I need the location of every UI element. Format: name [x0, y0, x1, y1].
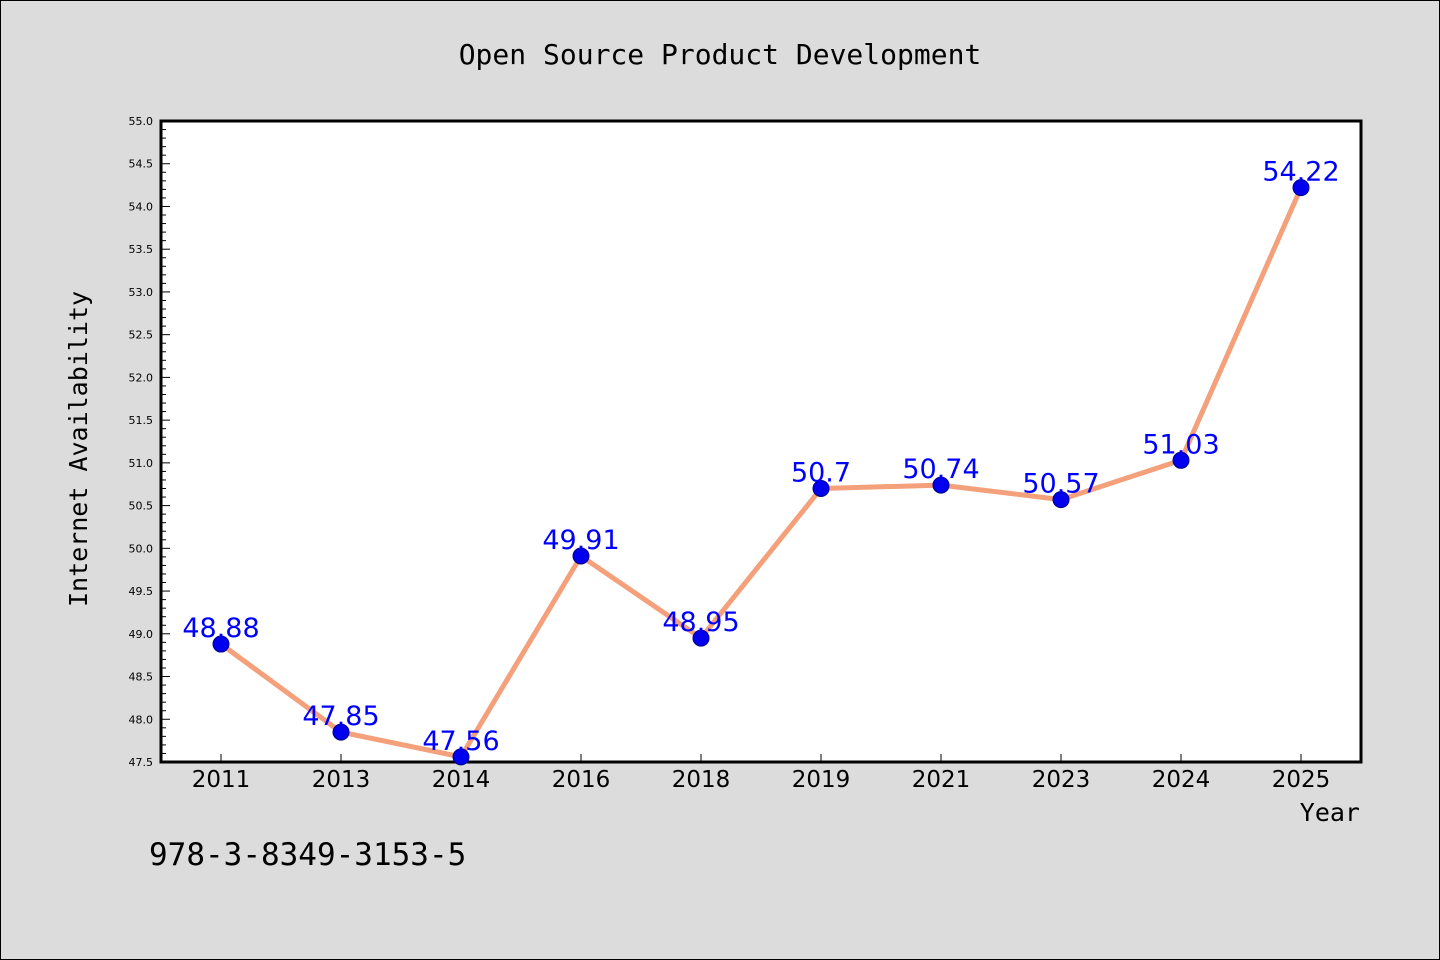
data-point-marker	[1292, 179, 1310, 197]
data-label: 51.03	[1142, 429, 1219, 460]
x-axis: 2011 2013 2014 2016 2018 2019 2021 2023 2024 2025	[192, 754, 1331, 793]
y-tick-label: 48.0	[129, 713, 154, 726]
x-tick-label: 2011	[192, 767, 251, 793]
y-tick-label: 55.0	[129, 115, 154, 128]
footer-code: 978-3-8349-3153-5	[149, 837, 466, 873]
data-label: 48.88	[182, 613, 259, 644]
y-tick-label: 52.0	[129, 371, 154, 384]
y-axis-label: Internet Availability	[64, 291, 93, 607]
y-tick-label: 54.0	[129, 200, 154, 213]
x-tick-label: 2014	[432, 767, 491, 793]
y-tick-label: 48.5	[129, 671, 154, 684]
data-point-marker	[812, 480, 830, 498]
data-point-marker	[932, 476, 950, 494]
plot-area	[159, 119, 1363, 764]
x-tick-label: 2025	[1272, 767, 1331, 793]
series-line	[218, 185, 1304, 760]
y-tick-label: 51.0	[129, 457, 154, 470]
data-point-marker	[572, 547, 590, 565]
data-point-marker	[1052, 491, 1070, 509]
x-tick-label: 2016	[552, 767, 611, 793]
data-point-marker	[452, 748, 470, 766]
data-label: 47.85	[302, 701, 379, 732]
x-tick-label: 2023	[1032, 767, 1091, 793]
x-tick-label: 2019	[792, 767, 851, 793]
x-tick-label: 2013	[312, 767, 371, 793]
y-tick-label: 49.0	[129, 628, 154, 641]
y-tick-label: 53.0	[129, 286, 154, 299]
data-label: 48.95	[662, 607, 739, 638]
data-point-marker	[1172, 451, 1190, 469]
y-tick-label: 52.5	[129, 329, 154, 342]
series-layer: 48.88 47.85 47.56 49.91 48.95 50.7 50.74 50.57 5…	[182, 157, 1340, 766]
data-label: 50.57	[1022, 469, 1099, 500]
y-tick-label: 49.5	[129, 585, 154, 598]
data-point-marker	[332, 723, 350, 741]
data-point-marker	[692, 629, 710, 647]
y-tick-label: 54.5	[129, 158, 154, 171]
x-tick-label: 2021	[912, 767, 971, 793]
y-tick-label: 47.5	[129, 756, 154, 769]
x-tick-label: 2024	[1152, 767, 1211, 793]
y-tick-label: 51.5	[129, 414, 154, 427]
data-label: 47.56	[422, 726, 499, 757]
x-tick-label: 2018	[672, 767, 731, 793]
data-point-marker	[212, 635, 230, 653]
data-label: 50.7	[791, 458, 851, 489]
data-label: 50.74	[902, 454, 979, 485]
chart-title: Open Source Product Development	[459, 38, 982, 71]
y-tick-label: 53.5	[129, 243, 154, 256]
y-tick-label: 50.5	[129, 500, 154, 513]
x-axis-label: Year	[1300, 798, 1360, 827]
y-tick-label: 50.0	[129, 542, 154, 555]
data-label: 49.91	[542, 525, 619, 556]
y-axis: 47.5 48.0 48.5 49.0 49.5 50.0 50.5 51.0 51.5 52.0…	[129, 115, 170, 769]
data-label: 54.22	[1262, 157, 1339, 188]
